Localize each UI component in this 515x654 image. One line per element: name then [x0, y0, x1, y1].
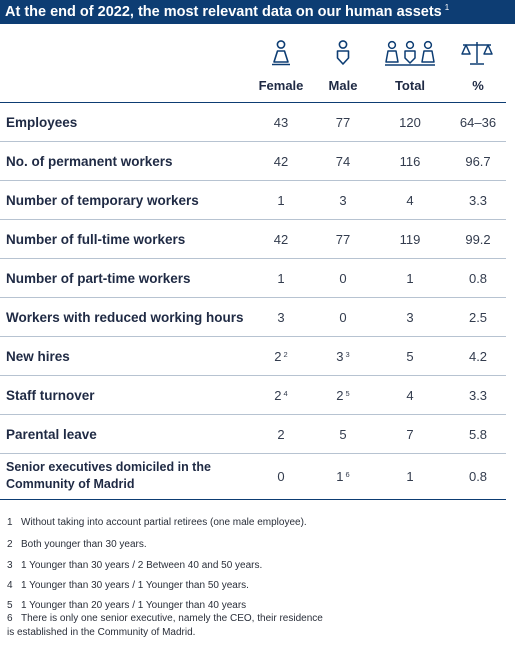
column-header-female: Female	[258, 78, 304, 93]
female-cell: 3	[277, 310, 285, 325]
female-cell: 1	[277, 193, 285, 208]
footnote: 2 Both younger than 30 years.	[7, 539, 147, 550]
table-row: Employees 43 77 120 64–36	[0, 102, 506, 142]
male-cell: 74	[335, 154, 351, 169]
total-cell: 120	[399, 115, 421, 130]
female-cell: 0	[277, 469, 285, 484]
total-cell: 1	[406, 271, 414, 286]
group-people-icon	[385, 40, 435, 66]
row-label: Parental leave	[6, 427, 97, 442]
footnote-continuation: is established in the Community of Madri…	[7, 627, 196, 638]
male-cell: 0	[339, 310, 347, 325]
male-cell: 77	[335, 232, 351, 247]
percent-cell: 5.8	[468, 427, 488, 442]
row-label: No. of permanent workers	[6, 154, 173, 169]
table-row: Number of part-time workers 1 0 1 0.8	[0, 258, 506, 298]
female-person-icon	[272, 40, 290, 66]
row-label: Number of part-time workers	[6, 271, 191, 286]
total-cell: 5	[406, 349, 414, 364]
percent-cell: 64–36	[459, 115, 497, 130]
total-cell: 4	[406, 388, 414, 403]
percent-cell: 3.3	[468, 193, 488, 208]
total-cell: 116	[399, 154, 421, 169]
total-cell: 4	[406, 193, 414, 208]
table-row: Number of temporary workers 1 3 4 3.3	[0, 180, 506, 220]
male-cell: 77	[335, 115, 351, 130]
male-cell: 3	[339, 193, 347, 208]
row-label: Staff turnover	[6, 388, 95, 403]
row-label: New hires	[6, 349, 70, 364]
female-cell: 42	[273, 232, 289, 247]
total-cell: 119	[399, 232, 421, 247]
female-cell: 1	[277, 271, 285, 286]
percent-cell: 99.2	[465, 232, 491, 247]
table-row: Parental leave 2 5 7 5.8	[0, 414, 506, 454]
table-row: Workers with reduced working hours 3 0 3…	[0, 297, 506, 337]
percent-cell: 0.8	[468, 271, 488, 286]
table-row: No. of permanent workers 42 74 116 96.7	[0, 141, 506, 181]
table-row: Senior executives domiciled in the Commun…	[0, 453, 506, 500]
row-label: Senior executives domiciled in the Commun…	[6, 460, 211, 491]
table-bottom-rule	[0, 499, 506, 500]
row-label: Employees	[6, 115, 78, 130]
footnote: 6 There is only one senior executive, nam…	[7, 613, 323, 624]
row-label: Workers with reduced working hours	[6, 310, 244, 325]
column-header-percent: %	[472, 78, 484, 93]
footnote-ref: 6	[345, 470, 350, 479]
percent-cell: 3.3	[468, 388, 488, 403]
title-footnote-ref: 1	[444, 3, 450, 12]
male-cell: 5	[339, 427, 347, 442]
male-cell: 0	[339, 271, 347, 286]
title-text: At the end of 2022, the most relevant da…	[5, 3, 442, 20]
female-cell: 42	[273, 154, 289, 169]
footnote: 1 Without taking into account partial ret…	[7, 517, 307, 528]
footnote-ref: 2	[283, 350, 288, 359]
percent-cell: 0.8	[468, 469, 488, 484]
percent-cell: 96.7	[465, 154, 491, 169]
page-title: At the end of 2022, the most relevant da…	[5, 3, 449, 20]
row-label: Number of full-time workers	[6, 232, 186, 247]
total-cell: 3	[406, 310, 414, 325]
footnote-ref: 4	[283, 389, 288, 398]
female-cell: 43	[273, 115, 289, 130]
footnote-ref: 3	[345, 350, 350, 359]
percent-cell: 4.2	[468, 349, 488, 364]
row-label: Number of temporary workers	[6, 193, 199, 208]
total-cell: 7	[406, 427, 414, 442]
total-cell: 1	[406, 469, 414, 484]
male-person-icon	[336, 40, 350, 65]
footnote-ref: 5	[345, 389, 350, 398]
table-row: Number of full-time workers 42 77 119 99…	[0, 219, 506, 259]
title-bar: At the end of 2022, the most relevant da…	[0, 0, 515, 24]
column-header-total: Total	[394, 78, 426, 93]
column-header-male: Male	[328, 78, 358, 93]
balance-scale-icon	[461, 42, 493, 65]
female-cell: 2	[277, 427, 285, 442]
percent-cell: 2.5	[468, 310, 488, 325]
